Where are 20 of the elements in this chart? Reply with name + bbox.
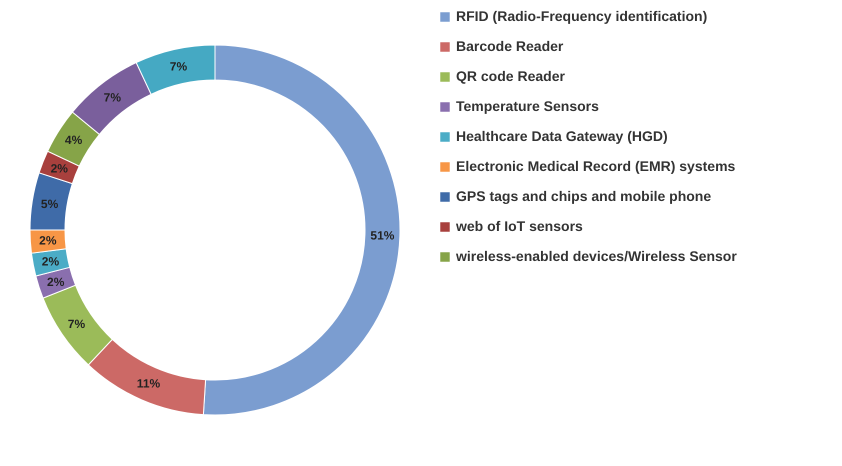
data-label: 7%: [68, 317, 86, 332]
legend-label: GPS tags and chips and mobile phone: [456, 188, 712, 204]
data-label: 5%: [40, 196, 59, 211]
legend-label: Healthcare Data Gateway (HGD): [456, 128, 668, 144]
legend-label: wireless-enabled devices/Wireless Sensor: [455, 248, 738, 264]
legend-label: Temperature Sensors: [456, 98, 600, 114]
legend-label: RFID (Radio-Frequency identification): [456, 8, 708, 24]
data-label: 2%: [39, 234, 57, 248]
data-label: 7%: [170, 60, 188, 74]
data-label: 4%: [64, 133, 83, 148]
data-label: 2%: [50, 161, 68, 176]
data-label: 11%: [136, 376, 160, 391]
legend-label: Barcode Reader: [456, 38, 564, 54]
legend-label: web of IoT sensors: [455, 218, 584, 234]
data-label: 2%: [42, 254, 60, 268]
data-label: 7%: [104, 90, 122, 105]
data-label: 2%: [47, 274, 65, 289]
legend-label: QR code Reader: [456, 68, 566, 84]
data-label: 51%: [370, 228, 395, 242]
legend-label: Electronic Medical Record (EMR) systems: [456, 158, 736, 174]
